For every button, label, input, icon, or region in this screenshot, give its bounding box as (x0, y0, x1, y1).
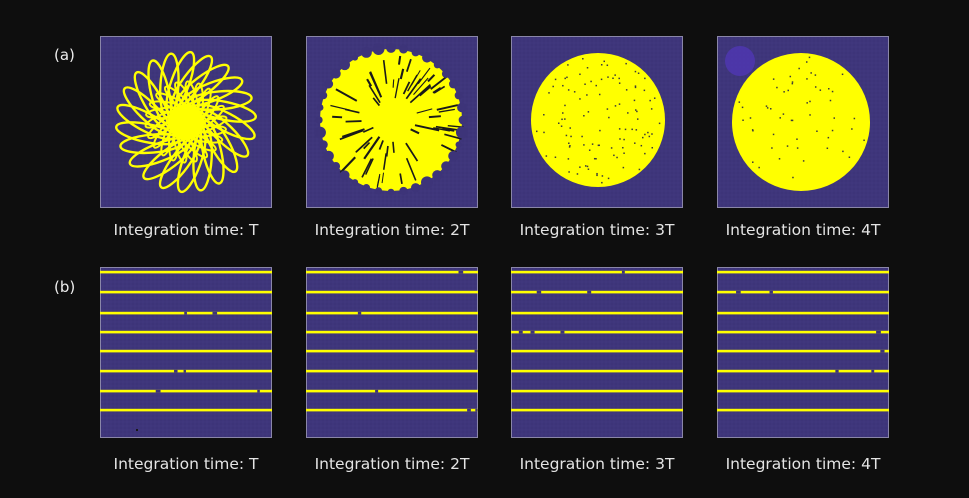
row-label-a: (a) (54, 46, 75, 64)
panel-a-2 (306, 36, 478, 208)
panel-a-3 (511, 36, 683, 208)
row-label-b: (b) (54, 278, 76, 296)
caption-a-3: Integration time: 3T (519, 221, 675, 239)
caption-b-2: Integration time: 2T (314, 455, 470, 473)
caption-a-2: Integration time: 2T (314, 221, 470, 239)
panel-b-1 (100, 267, 272, 438)
caption-a-4: Integration time: 4T (725, 221, 881, 239)
caption-b-3: Integration time: 3T (519, 455, 675, 473)
panel-a-1 (100, 36, 272, 208)
caption-b-4: Integration time: 4T (725, 455, 881, 473)
panel-a-4 (717, 36, 889, 208)
caption-b-1: Integration time: T (113, 455, 259, 473)
panel-b-4 (717, 267, 889, 438)
panel-b-2 (306, 267, 478, 438)
caption-a-1: Integration time: T (113, 221, 259, 239)
panel-b-3 (511, 267, 683, 438)
